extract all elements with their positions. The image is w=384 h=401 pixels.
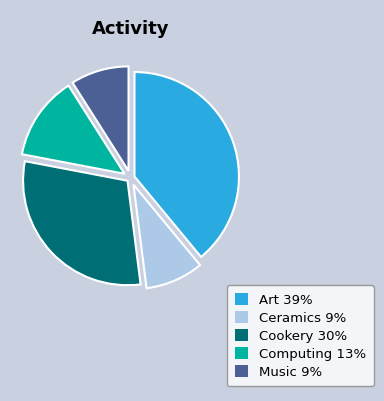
Wedge shape xyxy=(22,86,124,174)
Wedge shape xyxy=(23,162,141,286)
Title: Activity: Activity xyxy=(92,20,169,38)
Legend: Art 39%, Ceramics 9%, Cookery 30%, Computing 13%, Music 9%: Art 39%, Ceramics 9%, Cookery 30%, Compu… xyxy=(227,285,374,387)
Wedge shape xyxy=(73,67,129,172)
Wedge shape xyxy=(134,73,239,257)
Wedge shape xyxy=(134,185,200,288)
